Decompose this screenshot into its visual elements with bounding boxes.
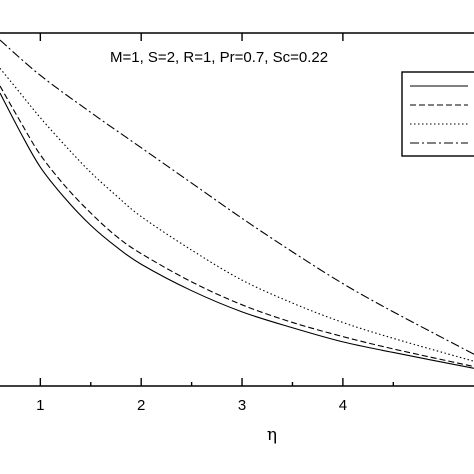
parameter-annotation: M=1, S=2, R=1, Pr=0.7, Sc=0.22: [110, 49, 328, 66]
x-tick-label-2: 2: [137, 397, 145, 414]
x-ticks: 1 2 3 4: [36, 33, 395, 414]
axes: [0, 32, 474, 387]
x-tick-label-1: 1: [36, 397, 44, 414]
series-group: [0, 39, 474, 369]
series-line-1: [0, 92, 474, 369]
series-line-3: [0, 67, 474, 362]
x-tick-label-3: 3: [238, 397, 246, 414]
x-tick-label-4: 4: [339, 397, 347, 414]
series-line-4: [0, 39, 474, 355]
legend: [401, 71, 474, 157]
series-line-2: [0, 85, 474, 368]
x-axis-title: η: [267, 425, 277, 445]
